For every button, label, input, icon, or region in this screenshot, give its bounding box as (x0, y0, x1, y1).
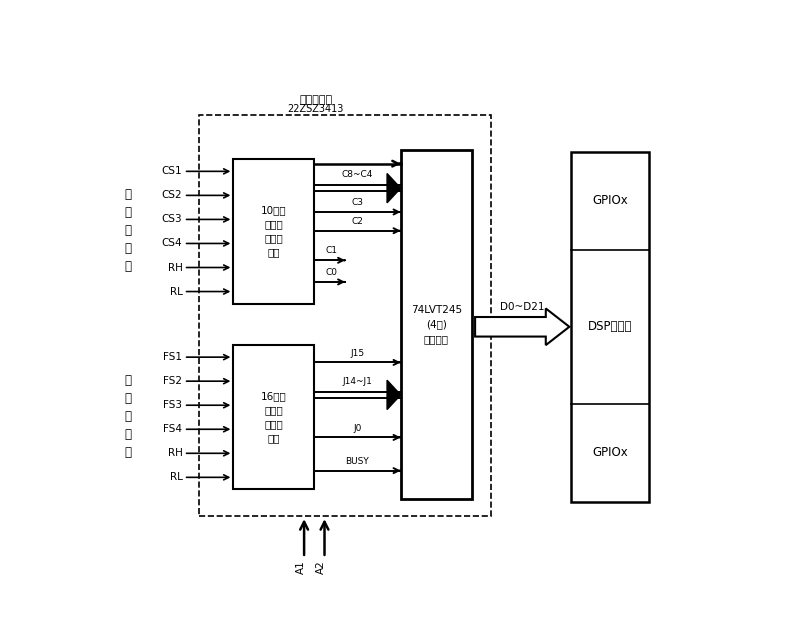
Text: J14~J1: J14~J1 (342, 377, 372, 386)
Text: FS3: FS3 (163, 400, 182, 410)
Text: GPIOx: GPIOx (592, 446, 628, 459)
Text: RH: RH (167, 262, 182, 272)
Text: C2: C2 (351, 217, 363, 226)
Text: J15: J15 (350, 349, 364, 358)
Text: 16位旋
转变压
器输出
信号: 16位旋 转变压 器输出 信号 (261, 391, 286, 443)
Text: RH: RH (167, 448, 182, 458)
Text: RL: RL (170, 286, 182, 297)
Bar (401, 150, 472, 499)
Text: CS3: CS3 (162, 215, 182, 224)
Polygon shape (387, 380, 401, 410)
Text: 74LVT245
(4片)
电平转换: 74LVT245 (4片) 电平转换 (410, 305, 462, 344)
Text: 22ZSZ3413: 22ZSZ3413 (287, 104, 344, 114)
Text: C8~C4: C8~C4 (342, 170, 373, 179)
Bar (199, 116, 490, 516)
Text: FS2: FS2 (163, 376, 182, 386)
Text: 精
通
道
输
入: 精 通 道 输 入 (125, 373, 131, 458)
Bar (234, 345, 314, 490)
Text: GPIOx: GPIOx (592, 194, 628, 208)
Text: A1: A1 (296, 560, 306, 574)
Polygon shape (475, 309, 570, 345)
Text: J0: J0 (353, 424, 362, 432)
Text: D0~D21: D0~D21 (500, 302, 545, 312)
Text: 数字转换器: 数字转换器 (299, 95, 332, 105)
Bar (234, 159, 314, 304)
Text: RL: RL (170, 472, 182, 483)
Text: CS1: CS1 (162, 166, 182, 177)
Bar (571, 152, 649, 502)
Text: BUSY: BUSY (346, 457, 369, 465)
Text: C0: C0 (326, 268, 338, 277)
Polygon shape (387, 173, 401, 203)
Text: 粗
通
道
输
入: 粗 通 道 输 入 (125, 188, 131, 272)
Text: CS2: CS2 (162, 190, 182, 201)
Text: DSP处理器: DSP处理器 (588, 320, 632, 333)
Text: FS1: FS1 (163, 352, 182, 362)
Text: CS4: CS4 (162, 239, 182, 248)
Text: A2: A2 (317, 560, 326, 574)
Text: C1: C1 (326, 246, 338, 255)
Text: C3: C3 (351, 198, 363, 207)
Text: FS4: FS4 (163, 424, 182, 434)
Text: 10位旋
转变压
器输出
信号: 10位旋 转变压 器输出 信号 (261, 206, 286, 257)
